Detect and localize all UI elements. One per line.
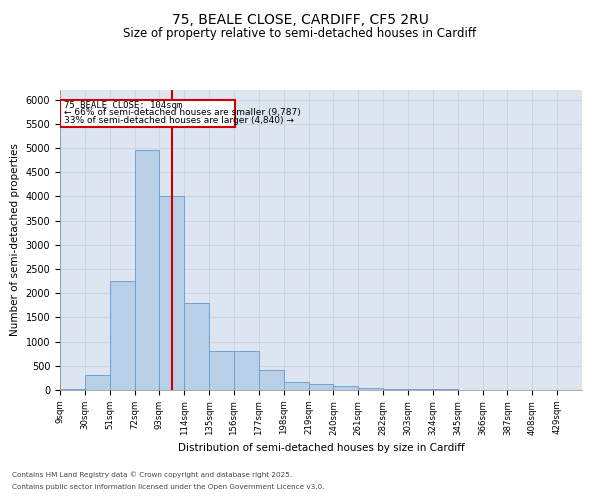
Text: Size of property relative to semi-detached houses in Cardiff: Size of property relative to semi-detach… — [124, 28, 476, 40]
Text: Contains public sector information licensed under the Open Government Licence v3: Contains public sector information licen… — [12, 484, 325, 490]
Bar — [284, 382, 308, 390]
FancyBboxPatch shape — [60, 100, 235, 128]
Bar — [334, 386, 358, 390]
Bar — [60, 388, 85, 390]
Text: 33% of semi-detached houses are larger (4,840) →: 33% of semi-detached houses are larger (… — [64, 116, 293, 125]
Text: 75, BEALE CLOSE, CARDIFF, CF5 2RU: 75, BEALE CLOSE, CARDIFF, CF5 2RU — [172, 12, 428, 26]
X-axis label: Distribution of semi-detached houses by size in Cardiff: Distribution of semi-detached houses by … — [178, 443, 464, 453]
Text: Contains HM Land Registry data © Crown copyright and database right 2025.: Contains HM Land Registry data © Crown c… — [12, 471, 292, 478]
Bar — [85, 374, 110, 390]
Bar — [358, 388, 383, 390]
Bar — [209, 352, 234, 390]
Bar — [134, 150, 160, 390]
Bar — [383, 388, 408, 390]
Bar — [234, 352, 259, 390]
Y-axis label: Number of semi-detached properties: Number of semi-detached properties — [10, 144, 20, 336]
Text: 75 BEALE CLOSE: 104sqm: 75 BEALE CLOSE: 104sqm — [64, 100, 182, 110]
Bar — [110, 281, 134, 390]
Bar — [408, 389, 433, 390]
Bar — [184, 303, 209, 390]
Bar — [308, 384, 334, 390]
Bar — [160, 196, 184, 390]
Bar — [259, 370, 284, 390]
Text: ← 66% of semi-detached houses are smaller (9,787): ← 66% of semi-detached houses are smalle… — [64, 108, 301, 118]
